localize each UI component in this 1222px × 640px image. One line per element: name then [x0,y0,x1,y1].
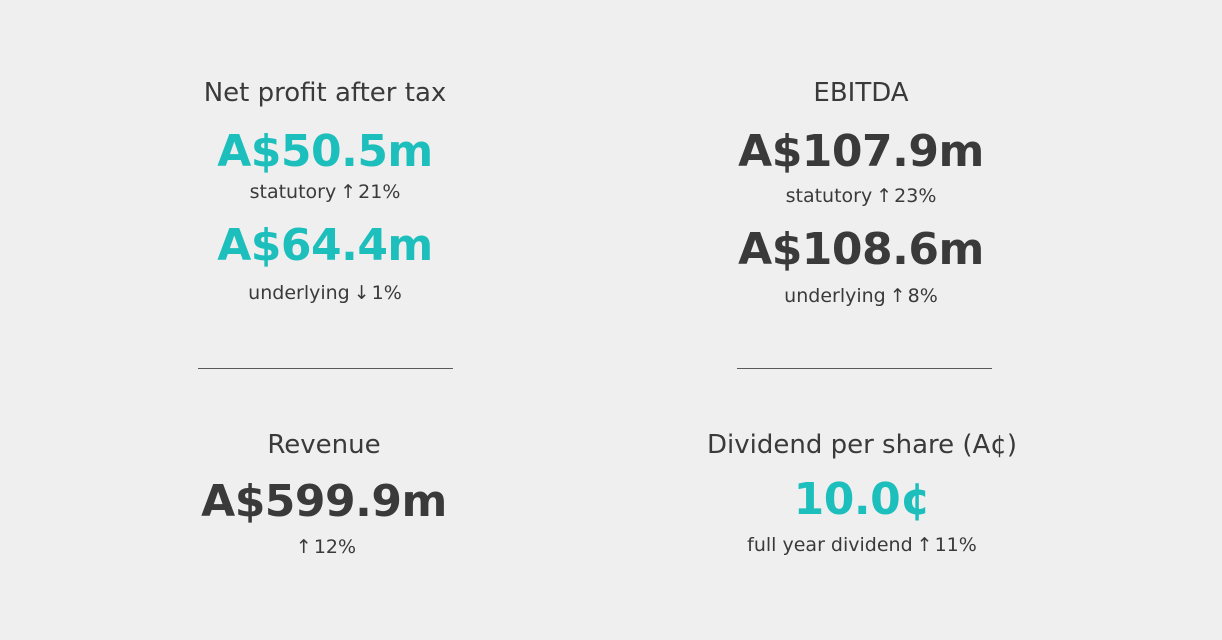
npat-title: Net profit after tax [203,78,447,108]
dividend-label: full year dividend [747,534,913,556]
arrow-up-icon: ↑ [916,534,933,556]
arrow-up-icon: ↑ [340,181,357,203]
dividend-value: 10.0¢ [793,474,931,525]
npat-underlying-value: A$64.4m [217,220,433,271]
divider-left [198,368,453,369]
revenue-card: Revenue A$599.9m ↑ 12% [124,0,524,600]
ebitda-underlying-label: underlying [784,285,886,307]
npat-statutory-percent: 21% [358,181,401,203]
npat-underlying-label: underlying [248,282,350,304]
revenue-change: ↑ 12% [124,536,524,558]
dividend-card: Dividend per share (A¢) 10.0¢ full year … [662,0,1062,600]
revenue-percent: 12% [313,536,357,558]
arrow-up-icon: ↑ [295,536,312,558]
npat-statutory-label: statutory [249,181,337,203]
ebitda-statutory-label: statutory [785,185,873,207]
npat-statutory-value: A$50.5m [217,126,433,177]
dividend-title: Dividend per share (A¢) [706,430,1017,460]
revenue-value: A$599.9m [201,476,447,527]
ebitda-statutory-change: statutory ↑ 23% [661,185,1061,207]
npat-card: Net profit after tax A$50.5m statutory ↑ 2… [125,0,525,320]
arrow-up-icon: ↑ [889,285,906,307]
dividend-change: full year dividend ↑ 11% [662,534,1062,556]
arrow-up-icon: ↑ [876,185,893,207]
divider-right [737,368,992,369]
ebitda-underlying-percent: 8% [907,285,938,307]
ebitda-underlying-value: A$108.6m [738,224,984,275]
ebitda-statutory-value: A$107.9m [738,126,984,177]
ebitda-title: EBITDA [813,78,909,108]
npat-underlying-change: underlying ↓ 1% [125,282,525,304]
ebitda-statutory-percent: 23% [894,185,937,207]
npat-underlying-percent: 1% [371,282,402,304]
revenue-title: Revenue [267,430,381,460]
npat-statutory-change: statutory ↑ 21% [125,181,525,203]
arrow-down-icon: ↓ [353,282,370,304]
ebitda-card: EBITDA A$107.9m statutory ↑ 23% A$108.6m u… [661,0,1061,320]
dividend-percent: 11% [934,534,977,556]
ebitda-underlying-change: underlying ↑ 8% [661,285,1061,307]
